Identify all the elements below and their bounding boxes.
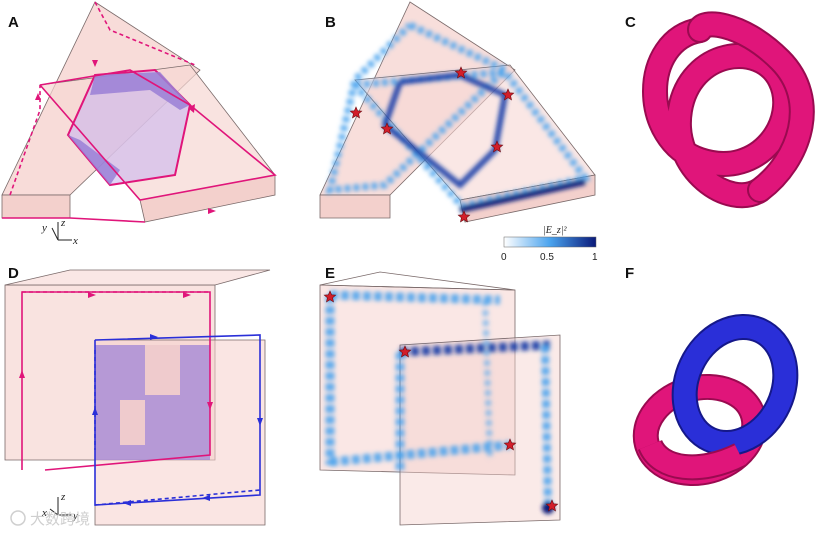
star-marker-e-1 — [323, 290, 337, 303]
arrow-a4 — [35, 93, 41, 100]
star-marker-b-1 — [454, 66, 468, 79]
hopf-link — [632, 313, 799, 486]
star-marker-b-2 — [501, 88, 515, 101]
stars-e — [323, 290, 559, 512]
arrow-d1 — [88, 292, 96, 298]
magenta-loop-outer — [39, 69, 277, 201]
magenta-loop-d — [21, 291, 211, 471]
magenta-loop-dashed — [94, 1, 196, 66]
star-marker-e-2 — [398, 345, 412, 358]
panel-letter-d: D — [8, 265, 19, 282]
stars-b — [349, 66, 515, 223]
arrow-d6 — [257, 418, 263, 426]
panel-letter-a: A — [8, 14, 19, 31]
panel-a: A z x y — [1, 1, 277, 247]
magenta-loop-bottom — [2, 217, 146, 223]
watermark-text: 大数跨境 — [30, 510, 90, 528]
hexagon-purple-patch — [90, 72, 190, 110]
field-box-left-top — [319, 271, 516, 291]
watermark: 大数跨境 — [10, 510, 90, 528]
arrow-d3 — [19, 370, 25, 378]
colorbar: |E_z|² 0 0.5 1 — [501, 225, 598, 263]
panel-f: F — [625, 265, 799, 486]
field-box-right — [399, 334, 561, 526]
arrow-d8 — [202, 495, 210, 501]
colorbar-tick-0: 0 — [501, 252, 507, 263]
trefoil-knot — [642, 11, 815, 209]
star-marker-b-6 — [457, 210, 471, 223]
star-marker-b-3 — [349, 106, 363, 119]
arrow-d2 — [183, 292, 191, 298]
field-intensity-e — [325, 290, 554, 514]
panel-d: D z x y — [4, 265, 271, 526]
axis-label-x-bottom: x — [41, 507, 47, 519]
arrow-a2 — [188, 104, 195, 113]
arrow-d9 — [123, 500, 131, 506]
axis-label-y-bottom: y — [72, 510, 78, 522]
arrow-a3 — [208, 208, 216, 214]
box-overlap-window-2 — [120, 400, 145, 445]
star-marker-e-3 — [503, 438, 517, 451]
panel-letter-f: F — [625, 265, 634, 282]
colorbar-gradient — [503, 236, 597, 248]
star-marker-e-4 — [545, 499, 559, 512]
colorbar-tick-1: 0.5 — [540, 252, 554, 263]
arrow-d7 — [92, 407, 98, 415]
panel-c: C — [625, 11, 815, 209]
axis-label-y: y — [41, 222, 47, 234]
field-slab-back-side — [319, 194, 391, 219]
panel-b: B — [319, 1, 596, 223]
panel-letter-e: E — [325, 265, 335, 282]
axes-triad-top: z x y — [41, 217, 78, 247]
magenta-loop-dashed-2 — [9, 85, 41, 196]
box-left-top — [4, 269, 271, 286]
panel-letter-b: B — [325, 14, 336, 31]
axis-label-x: x — [72, 235, 78, 247]
panel-letter-c: C — [625, 14, 636, 31]
arrow-d5 — [150, 334, 158, 340]
star-marker-b-4 — [380, 122, 394, 135]
triangle-slab-side — [1, 194, 71, 219]
axis-label-z: z — [60, 217, 66, 229]
colorbar-tick-2: 1 — [592, 252, 598, 263]
box-overlap-window-1 — [145, 345, 180, 395]
hexagon-purple-patch-2 — [68, 135, 120, 185]
arrow-a1 — [92, 60, 98, 67]
colorbar-title: |E_z|² — [543, 225, 567, 236]
panel-e: E — [319, 265, 561, 526]
arrow-d4 — [207, 402, 213, 410]
star-marker-b-5 — [490, 140, 504, 153]
axes-triad-bottom: z x y — [41, 491, 78, 522]
axis-label-z-bottom: z — [60, 491, 66, 503]
